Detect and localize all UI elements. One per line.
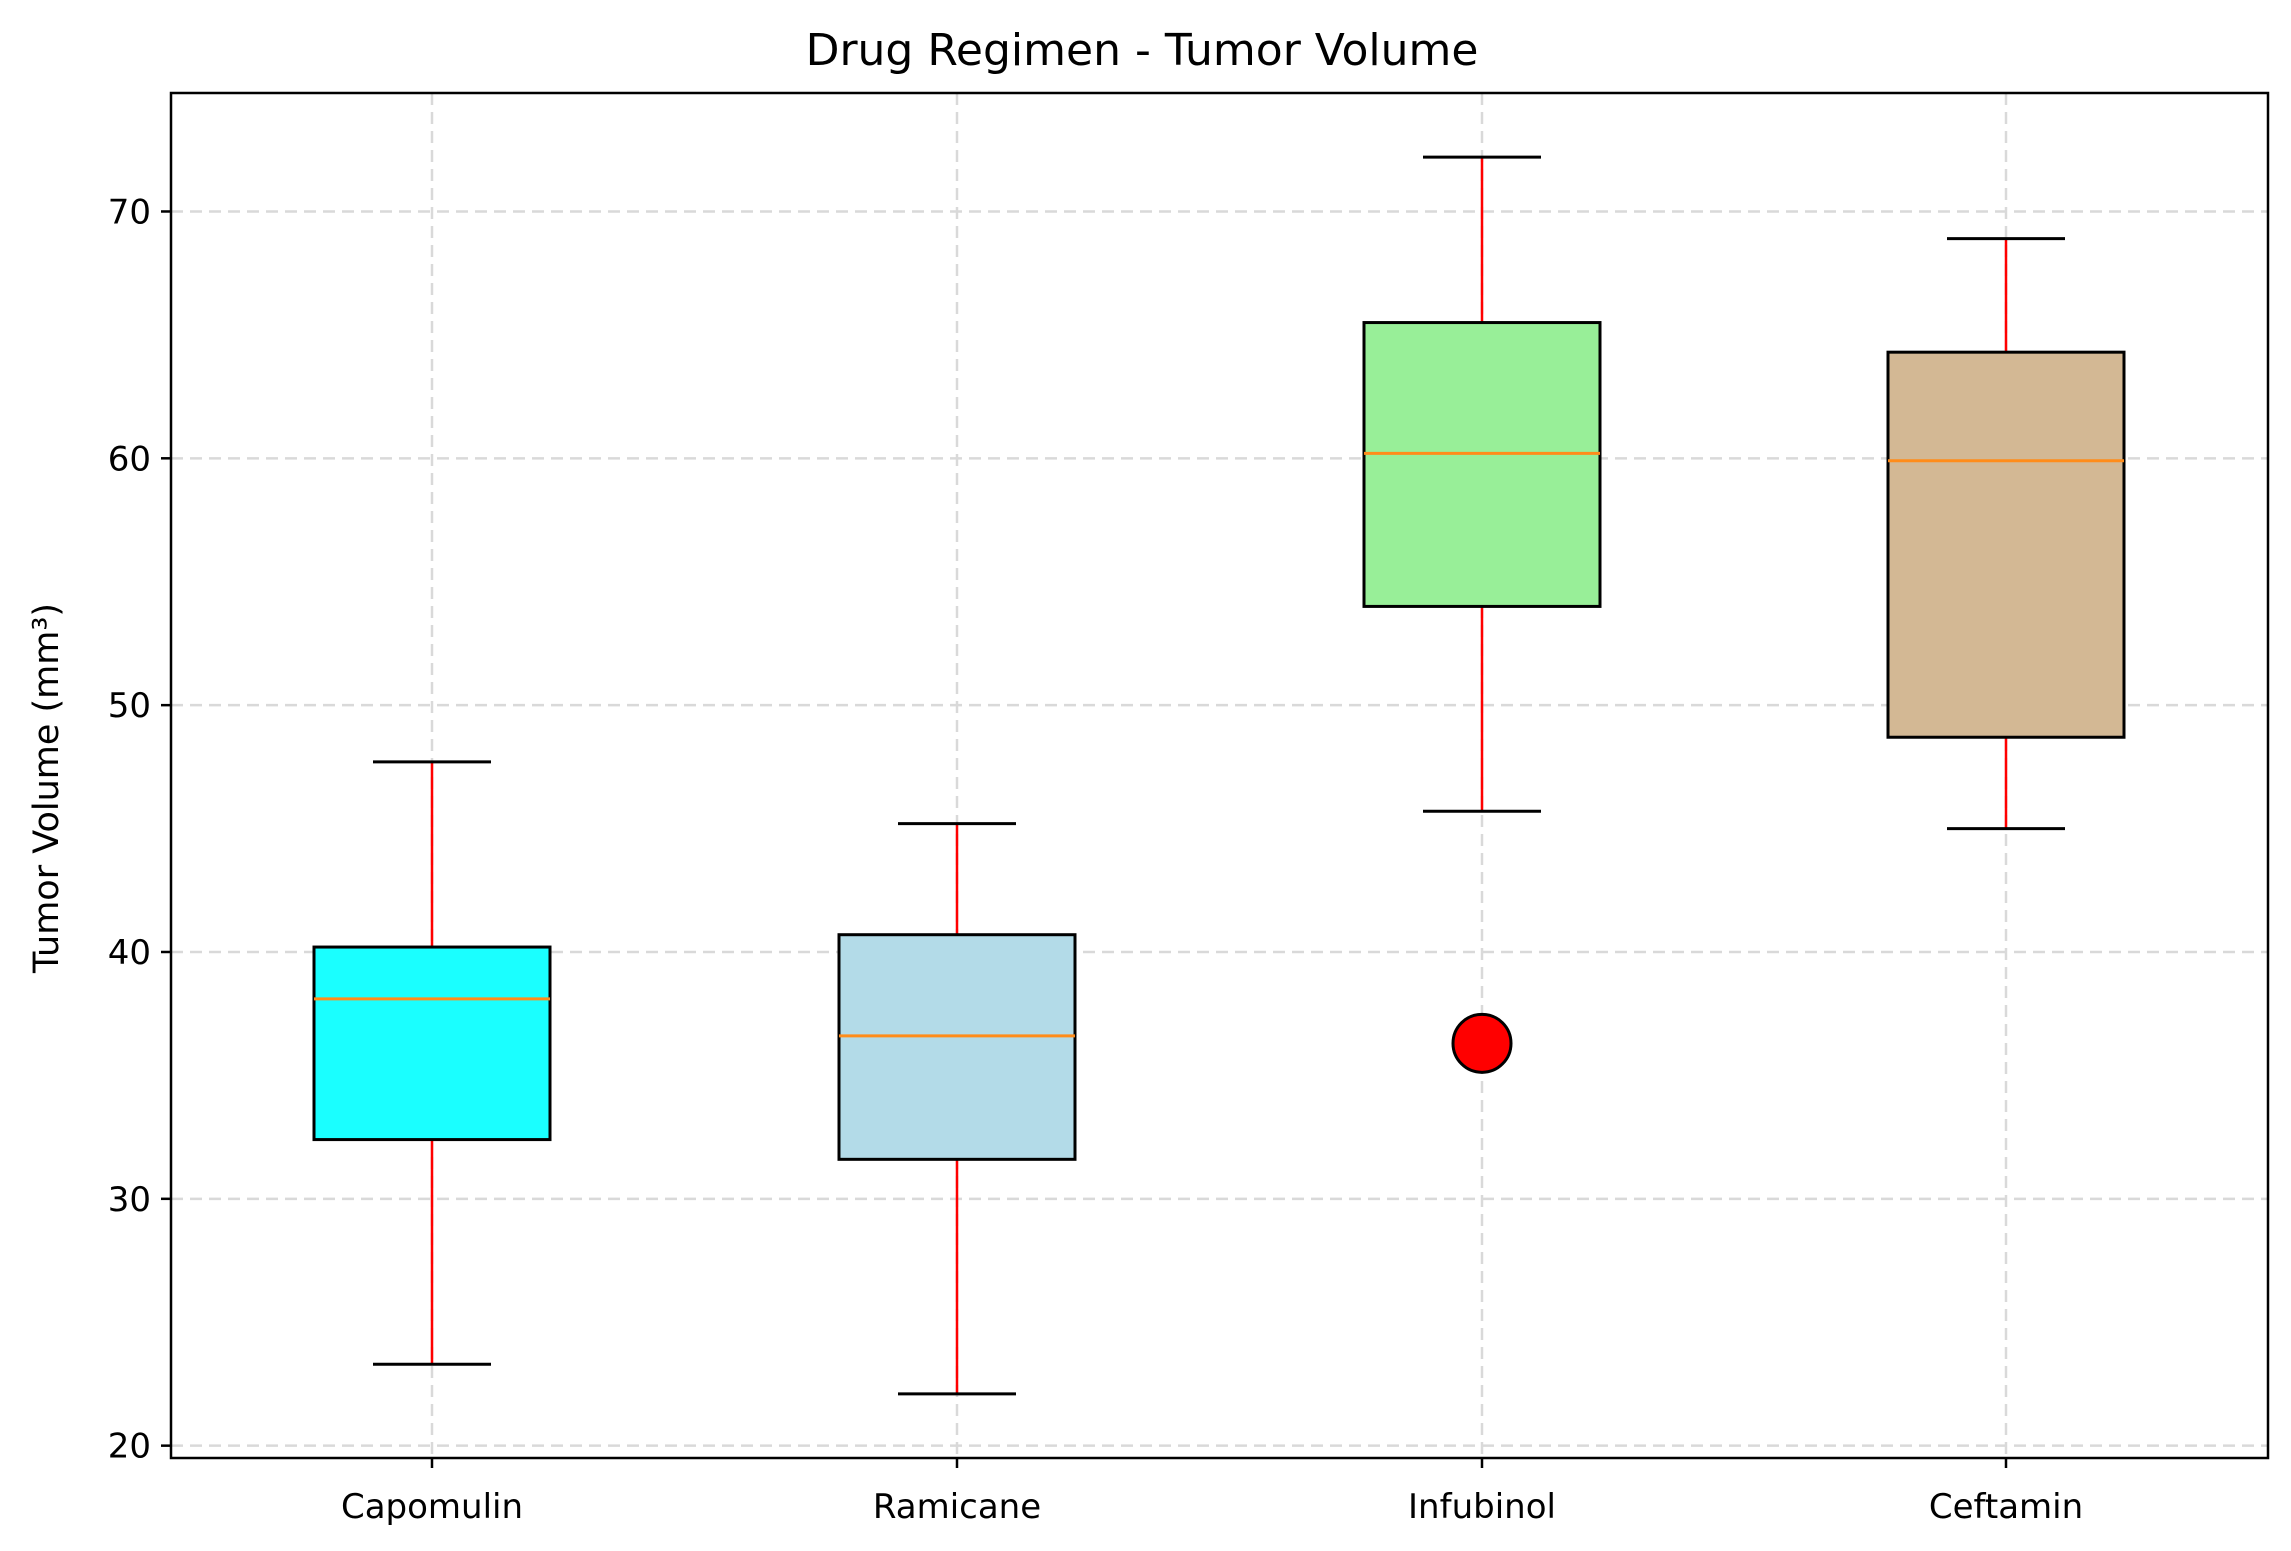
- y-tick-label-5: 70: [108, 192, 151, 232]
- y-tick-label-0: 20: [108, 1427, 151, 1467]
- grid-lines: [171, 93, 2268, 1458]
- axis-ticks: 20 30 40 50 60 70 Capomulin Ramicane Infubinol Ce…: [108, 192, 2083, 1527]
- y-axis-label: Tumor Volume (mm³): [27, 603, 67, 974]
- box-capomulin: [312, 945, 552, 1142]
- outlier-infubinol-0: [1451, 1012, 1513, 1074]
- x-tick-label-1: Ramicane: [873, 1487, 1041, 1527]
- box-ceftamin: [1886, 350, 2126, 739]
- x-tick-label-0: Capomulin: [341, 1487, 523, 1527]
- chart-title: Drug Regimen - Tumor Volume: [806, 25, 1479, 76]
- x-tick-label-2: Infubinol: [1408, 1487, 1556, 1527]
- box-ramicane: [837, 933, 1077, 1161]
- y-tick-label-3: 50: [108, 686, 151, 726]
- y-tick-label-4: 60: [108, 439, 151, 479]
- plot-marks: [312, 155, 2126, 1396]
- y-tick-label-1: 30: [108, 1180, 151, 1220]
- y-tick-label-2: 40: [108, 933, 151, 973]
- box-infubinol: [1362, 321, 1602, 608]
- x-tick-label-3: Ceftamin: [1929, 1487, 2083, 1527]
- plot-frame: [169, 91, 2270, 1460]
